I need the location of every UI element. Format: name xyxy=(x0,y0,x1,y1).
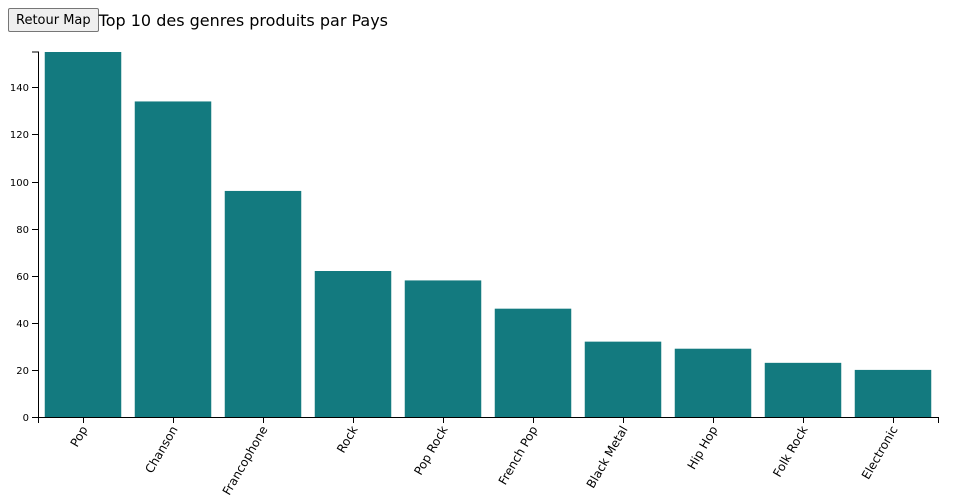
bar-1 xyxy=(44,52,122,417)
bar-4 xyxy=(314,271,392,417)
x-tick-label-7: Black Metal xyxy=(584,424,631,491)
top-bar: Retour Map Top 10 des genres produits pa… xyxy=(8,8,388,32)
bar-8 xyxy=(674,348,752,417)
bar-5 xyxy=(404,280,482,417)
x-tick-label-8: Hip Hop xyxy=(685,424,721,472)
bar-6 xyxy=(494,308,572,417)
y-tick-label-20: 20 xyxy=(16,366,29,377)
y-tick-label-40: 40 xyxy=(16,319,29,330)
bar-3 xyxy=(224,190,302,417)
x-tick-label-3: Francophone xyxy=(220,424,271,498)
y-tick-label-60: 60 xyxy=(16,272,29,283)
y-axis-line xyxy=(32,51,39,418)
y-tick-label-140: 140 xyxy=(10,83,29,94)
back-to-map-button[interactable]: Retour Map xyxy=(8,8,99,32)
x-tick-label-4: Rock xyxy=(334,423,360,455)
y-tick-label-100: 100 xyxy=(10,178,29,189)
y-tick-label-120: 120 xyxy=(10,130,29,141)
x-tick-label-2: Chanson xyxy=(142,424,180,476)
y-tick-label-0: 0 xyxy=(23,413,29,424)
x-axis-line xyxy=(38,417,939,423)
x-tick-label-6: French Pop xyxy=(496,424,541,488)
bar-7 xyxy=(584,341,662,417)
y-tick-label-80: 80 xyxy=(16,225,29,236)
bar-2 xyxy=(134,101,212,418)
bar-10 xyxy=(854,369,932,417)
x-tick-label-1: Pop xyxy=(68,424,91,450)
x-tick-label-10: Electronic xyxy=(859,424,901,482)
x-tick-label-5: Pop Rock xyxy=(411,423,450,477)
bar-9 xyxy=(764,362,842,417)
chart-title: Top 10 des genres produits par Pays xyxy=(98,10,389,30)
x-tick-label-9: Folk Rock xyxy=(770,423,810,479)
